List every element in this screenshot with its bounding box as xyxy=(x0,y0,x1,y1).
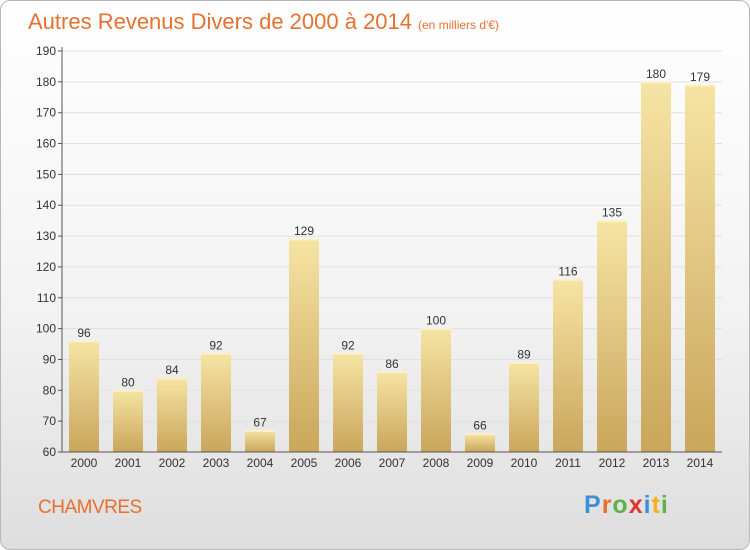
data-label: 179 xyxy=(690,70,710,84)
town-name: CHAMVRES xyxy=(38,497,142,518)
logo-letter: r xyxy=(601,491,613,519)
bar xyxy=(333,353,363,452)
data-label: 86 xyxy=(385,357,399,371)
y-tick-label: 70 xyxy=(43,414,57,428)
x-tick-label: 2002 xyxy=(159,456,186,470)
bar xyxy=(553,279,583,452)
x-tick-label: 2001 xyxy=(115,456,142,470)
bar xyxy=(377,371,407,452)
title-unit: (en milliers d'€) xyxy=(418,18,499,32)
x-tick-label: 2005 xyxy=(291,456,318,470)
data-label: 92 xyxy=(209,338,223,352)
data-label: 135 xyxy=(602,206,622,220)
bar xyxy=(641,81,671,452)
y-tick-label: 140 xyxy=(36,198,56,212)
y-tick-label: 160 xyxy=(36,137,56,151)
logo-letter: x xyxy=(628,491,644,519)
data-label: 67 xyxy=(253,415,267,429)
y-tick-label: 90 xyxy=(43,352,57,366)
bar xyxy=(465,433,495,452)
x-tick-label: 2012 xyxy=(599,456,626,470)
bar xyxy=(69,340,99,452)
logo-letter: i xyxy=(660,491,669,519)
x-tick-label: 2006 xyxy=(335,456,362,470)
bar xyxy=(157,377,187,452)
title-text: Autres Revenus Divers de 2000 à 2014 xyxy=(28,9,413,34)
y-tick-label: 110 xyxy=(37,291,56,305)
y-tick-label: 180 xyxy=(36,75,56,89)
y-tick-label: 120 xyxy=(36,260,56,274)
data-label: 84 xyxy=(165,363,179,377)
x-tick-label: 2009 xyxy=(467,456,494,470)
x-tick-label: 2000 xyxy=(71,456,98,470)
logo-letter: o xyxy=(612,491,629,519)
data-label: 66 xyxy=(473,418,487,432)
x-tick-label: 2010 xyxy=(511,456,538,470)
data-label: 129 xyxy=(294,224,314,238)
bar xyxy=(597,220,627,452)
y-tick-label: 190 xyxy=(36,44,56,58)
bar xyxy=(201,353,231,452)
x-tick-label: 2007 xyxy=(379,456,406,470)
data-label: 96 xyxy=(77,326,91,340)
data-label: 180 xyxy=(646,67,666,81)
y-tick-label: 60 xyxy=(43,445,57,459)
y-tick-label: 150 xyxy=(36,167,56,181)
chart-title: Autres Revenus Divers de 2000 à 2014 (en … xyxy=(28,9,499,35)
x-tick-label: 2013 xyxy=(643,456,670,470)
bar xyxy=(685,84,715,452)
data-label: 92 xyxy=(341,338,355,352)
proxiti-logo: Proxiti xyxy=(584,491,669,520)
logo-letter: i xyxy=(643,491,652,519)
data-label: 100 xyxy=(426,314,446,328)
bar xyxy=(289,239,319,452)
logo-letter: P xyxy=(584,491,602,519)
y-tick-label: 130 xyxy=(36,229,56,243)
bar xyxy=(421,328,451,452)
x-tick-label: 2011 xyxy=(555,456,581,470)
logo-letter: t xyxy=(651,491,661,519)
y-tick-label: 100 xyxy=(36,322,56,336)
x-tick-label: 2014 xyxy=(687,456,714,470)
bar xyxy=(509,362,539,452)
x-tick-label: 2004 xyxy=(247,456,274,470)
data-label: 89 xyxy=(517,348,531,362)
data-label: 80 xyxy=(121,375,135,389)
x-tick-label: 2008 xyxy=(423,456,450,470)
y-tick-label: 170 xyxy=(36,106,56,120)
data-label: 116 xyxy=(558,264,577,278)
x-tick-label: 2003 xyxy=(203,456,230,470)
bar xyxy=(113,390,143,452)
bar xyxy=(245,430,275,452)
y-tick-label: 80 xyxy=(43,383,57,397)
